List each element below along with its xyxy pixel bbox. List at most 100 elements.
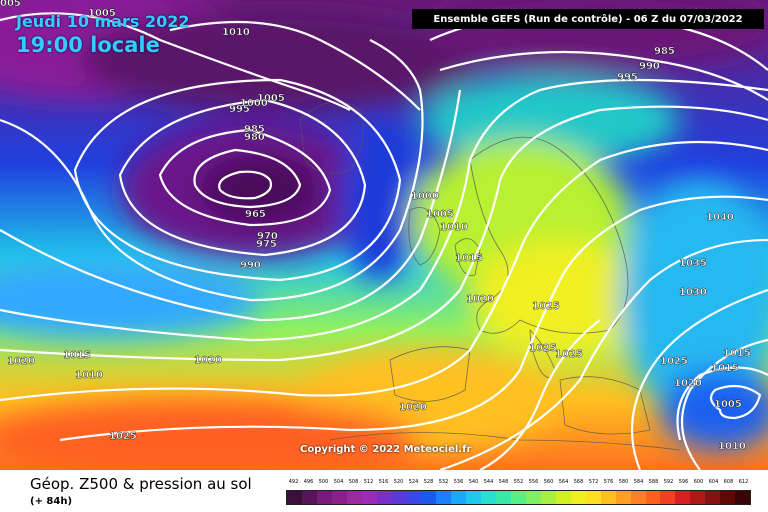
isobar-label: 1015 <box>711 363 739 374</box>
isobar-label: 1005 <box>714 399 742 410</box>
scale-value: 540 <box>468 479 479 485</box>
scale-value: 548 <box>498 479 509 485</box>
scale-value: 604 <box>708 479 719 485</box>
scale-value: 552 <box>513 479 524 485</box>
scale-value: 504 <box>333 479 344 485</box>
scale-value: 592 <box>663 479 674 485</box>
forecast-date: Jeudi 10 mars 2022 <box>16 12 190 31</box>
scale-value: 568 <box>573 479 584 485</box>
scale-swatch <box>511 491 526 504</box>
scale-swatch <box>406 491 422 504</box>
isobar-label: 1030 <box>679 287 707 298</box>
scale-swatch <box>331 491 347 504</box>
isobar-label: 995 <box>617 72 638 83</box>
legend-subtitle: (+ 84h) <box>30 496 73 507</box>
isobar-label: 985 <box>244 124 265 135</box>
isobar-label: 1020 <box>7 356 35 367</box>
scale-value: 608 <box>723 479 734 485</box>
isobar-label: 1005 <box>426 209 454 220</box>
scale-swatch <box>526 491 541 504</box>
scale-swatch <box>361 491 377 504</box>
scale-swatch <box>316 491 332 504</box>
isobar-label: 1040 <box>706 212 734 223</box>
isobar-label: 1035 <box>679 258 707 269</box>
color-scale-bar <box>286 490 751 505</box>
scale-value: 524 <box>408 479 419 485</box>
isobar-label: 1025 <box>532 301 560 312</box>
isobar-label: 1010 <box>75 370 103 381</box>
scale-value: 564 <box>558 479 569 485</box>
isobar-label: 995 <box>229 104 250 115</box>
scale-value: 520 <box>393 479 404 485</box>
scale-swatch <box>301 491 317 504</box>
scale-swatch <box>391 491 407 504</box>
scale-swatch <box>600 491 616 504</box>
scale-value: 576 <box>603 479 614 485</box>
scale-value: 512 <box>363 479 374 485</box>
scale-swatch <box>720 491 736 504</box>
isobar-label: 1005 <box>257 93 285 104</box>
isobar-label: 990 <box>240 260 261 271</box>
scale-value: 588 <box>648 479 659 485</box>
isobar-label: 1015 <box>723 348 751 359</box>
scale-swatch <box>540 491 556 504</box>
scale-value: 560 <box>543 479 554 485</box>
scale-value: 500 <box>318 479 329 485</box>
scale-value: 556 <box>528 479 539 485</box>
scale-value: 496 <box>303 479 314 485</box>
isobar-label: 1020 <box>674 378 702 389</box>
map-canvas: 1005 1010 1005 1000 995 985 980 965 970 … <box>0 0 768 470</box>
scale-swatch <box>376 491 392 504</box>
isobar-label: 005 <box>0 0 21 9</box>
scale-value: 584 <box>633 479 644 485</box>
scale-value: 600 <box>693 479 704 485</box>
isobar-label: 1025 <box>529 343 557 354</box>
scale-value: 544 <box>483 479 494 485</box>
isobar-label: 1020 <box>399 402 427 413</box>
scale-swatch <box>287 491 302 504</box>
scale-swatch <box>660 491 676 504</box>
run-info: Ensemble GEFS (Run de contrôle) - 06 Z d… <box>412 9 764 29</box>
isobar-label: 980 <box>244 132 265 143</box>
scale-swatch <box>496 491 512 504</box>
isobar-label: 1025 <box>555 349 583 360</box>
scale-swatch <box>645 491 661 504</box>
scale-value: 532 <box>438 479 449 485</box>
scale-swatch <box>630 491 646 504</box>
scale-swatch <box>585 491 601 504</box>
scale-swatch <box>451 491 467 504</box>
scale-swatch <box>555 491 571 504</box>
scale-value: 492 <box>288 479 299 485</box>
isobar-label: 1005 <box>88 8 116 19</box>
isobar-labels: 1005 1010 1005 1000 995 985 980 965 970 … <box>0 0 751 452</box>
isobar-label: 1015 <box>455 253 483 264</box>
scale-swatch <box>570 491 586 504</box>
scale-value: 528 <box>423 479 434 485</box>
scale-swatch <box>481 491 497 504</box>
isobar-label: 1025 <box>109 431 137 442</box>
coastlines <box>299 101 681 451</box>
scale-swatch <box>675 491 691 504</box>
isobar-label: 1010 <box>222 27 250 38</box>
z500-color-field <box>0 0 768 470</box>
scale-swatch <box>466 491 482 504</box>
scale-swatch <box>615 491 631 504</box>
isobar-label: 1000 <box>411 191 439 202</box>
scale-value: 536 <box>453 479 464 485</box>
scale-swatch <box>705 491 721 504</box>
scale-swatch <box>421 491 437 504</box>
scale-swatch <box>735 491 751 504</box>
scale-value: 612 <box>738 479 749 485</box>
scale-value: 508 <box>348 479 359 485</box>
forecast-time: 19:00 locale <box>16 33 160 57</box>
isobar-label: 1020 <box>194 355 222 366</box>
color-scale-labels: 492 496 500 504 508 512 516 520 524 528 532 536 540 5… <box>286 479 751 487</box>
isobar-label: 1020 <box>466 294 494 305</box>
copyright: Copyright © 2022 Meteociel.fr <box>300 444 472 455</box>
isobar-label: 970 <box>257 231 278 242</box>
scale-swatch <box>346 491 362 504</box>
scale-value: 516 <box>378 479 389 485</box>
isobar-label: 1000 <box>240 98 268 109</box>
scale-value: 580 <box>618 479 629 485</box>
scale-swatch <box>436 491 452 504</box>
